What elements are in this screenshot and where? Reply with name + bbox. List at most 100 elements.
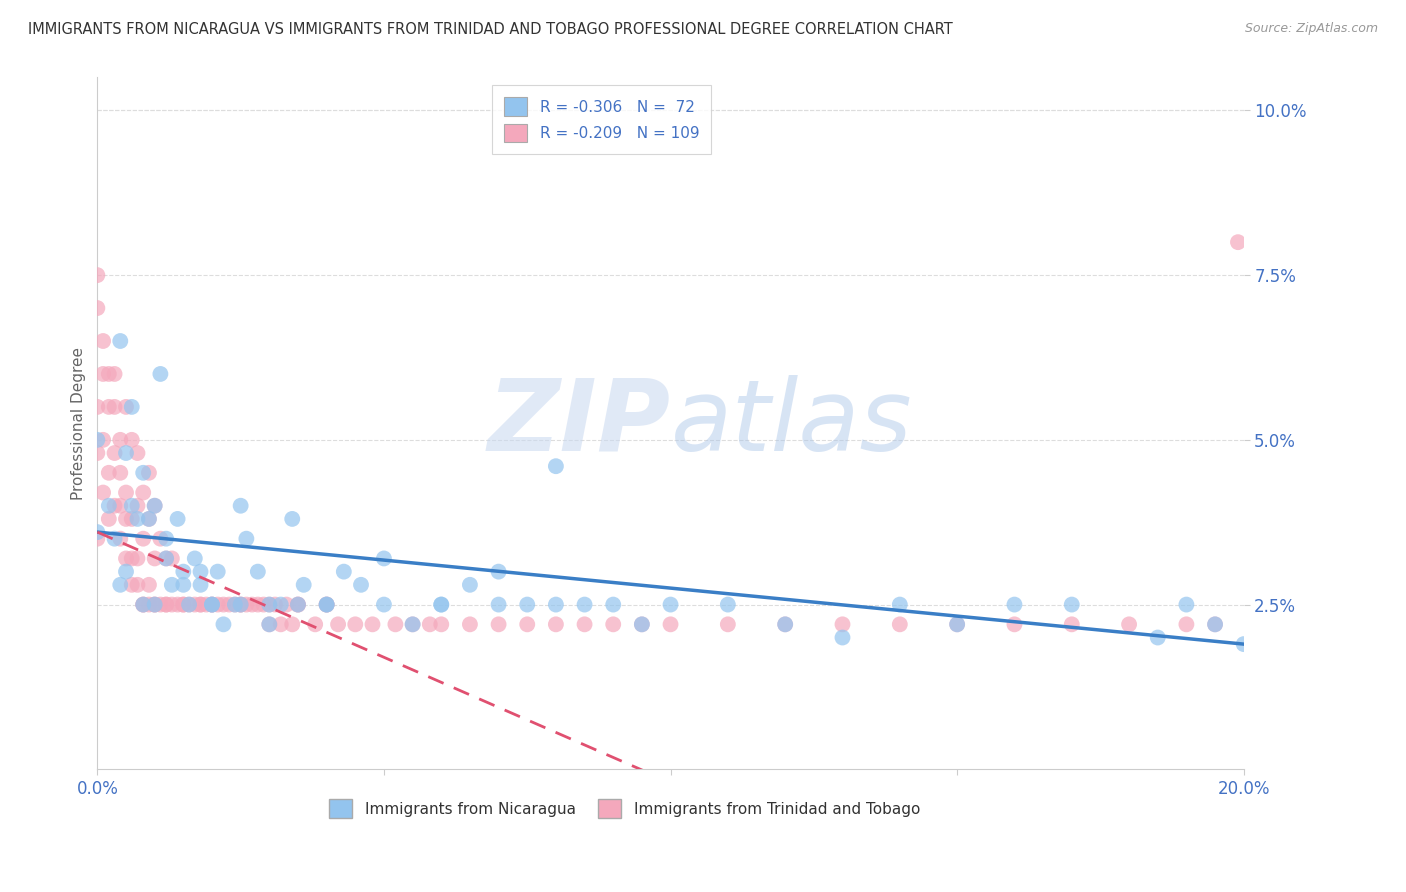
Point (138, 512, 160, 526)
Point (149, 367, 172, 381)
Point (86, 446, 108, 460)
Point (132, 532, 155, 546)
Point (240, 598, 263, 612)
Point (1146, 631, 1168, 645)
Point (1175, 617, 1198, 632)
Point (127, 551, 149, 566)
Point (544, 598, 567, 612)
Point (86, 532, 108, 546)
Point (172, 598, 194, 612)
Point (155, 551, 177, 566)
Point (1204, 617, 1226, 632)
Point (177, 598, 200, 612)
Point (574, 598, 596, 612)
Point (1060, 598, 1083, 612)
Point (350, 578, 373, 592)
Point (1004, 617, 1026, 632)
Point (91, 485, 114, 500)
Point (270, 598, 292, 612)
Point (229, 598, 252, 612)
Point (207, 565, 229, 579)
Point (166, 598, 188, 612)
Point (138, 512, 160, 526)
Point (97, 512, 120, 526)
Point (110, 433, 132, 447)
Point (115, 400, 138, 414)
Point (831, 617, 853, 632)
Point (172, 578, 194, 592)
Point (121, 433, 143, 447)
Point (287, 598, 309, 612)
Point (430, 598, 453, 612)
Point (259, 617, 281, 632)
Point (121, 499, 143, 513)
Point (458, 578, 481, 592)
Point (91, 433, 114, 447)
Point (121, 578, 143, 592)
Point (1060, 617, 1083, 632)
Point (1204, 617, 1226, 632)
Point (86, 433, 108, 447)
Point (401, 617, 423, 632)
Legend: Immigrants from Nicaragua, Immigrants from Trinidad and Tobago: Immigrants from Nicaragua, Immigrants fr… (323, 793, 927, 824)
Point (1175, 598, 1198, 612)
Point (195, 598, 218, 612)
Point (184, 598, 207, 612)
Point (1227, 235, 1250, 249)
Point (132, 598, 155, 612)
Point (143, 598, 166, 612)
Point (212, 598, 235, 612)
Point (172, 565, 194, 579)
Point (132, 466, 155, 480)
Point (121, 512, 143, 526)
Point (97, 367, 120, 381)
Point (259, 598, 281, 612)
Point (177, 598, 200, 612)
Point (419, 617, 441, 632)
Point (574, 617, 596, 632)
Point (384, 617, 406, 632)
Point (110, 499, 132, 513)
Point (252, 598, 274, 612)
Point (516, 598, 538, 612)
Point (91, 367, 114, 381)
Point (361, 617, 384, 632)
Point (287, 598, 309, 612)
Point (127, 499, 149, 513)
Point (207, 598, 229, 612)
Point (149, 598, 172, 612)
Point (516, 617, 538, 632)
Point (127, 446, 149, 460)
Point (103, 367, 125, 381)
Point (110, 466, 132, 480)
Text: IMMIGRANTS FROM NICARAGUA VS IMMIGRANTS FROM TRINIDAD AND TOBAGO PROFESSIONAL DE: IMMIGRANTS FROM NICARAGUA VS IMMIGRANTS … (28, 22, 953, 37)
Text: ZIP: ZIP (488, 375, 671, 472)
Point (1004, 598, 1026, 612)
Point (235, 532, 257, 546)
Point (143, 499, 166, 513)
Point (110, 578, 132, 592)
Point (246, 565, 269, 579)
Point (103, 532, 125, 546)
Point (86, 400, 108, 414)
Point (773, 617, 796, 632)
Point (132, 598, 155, 612)
Point (281, 512, 304, 526)
Point (717, 598, 740, 612)
Point (889, 617, 911, 632)
Point (344, 617, 367, 632)
Point (224, 598, 246, 612)
Point (430, 598, 453, 612)
Point (717, 617, 740, 632)
Point (831, 631, 853, 645)
Point (160, 578, 183, 592)
Point (229, 499, 252, 513)
Point (259, 617, 281, 632)
Point (315, 598, 337, 612)
Point (946, 617, 969, 632)
Point (91, 334, 114, 348)
Point (190, 565, 212, 579)
Point (201, 598, 224, 612)
Point (1233, 637, 1256, 651)
Point (86, 525, 108, 540)
